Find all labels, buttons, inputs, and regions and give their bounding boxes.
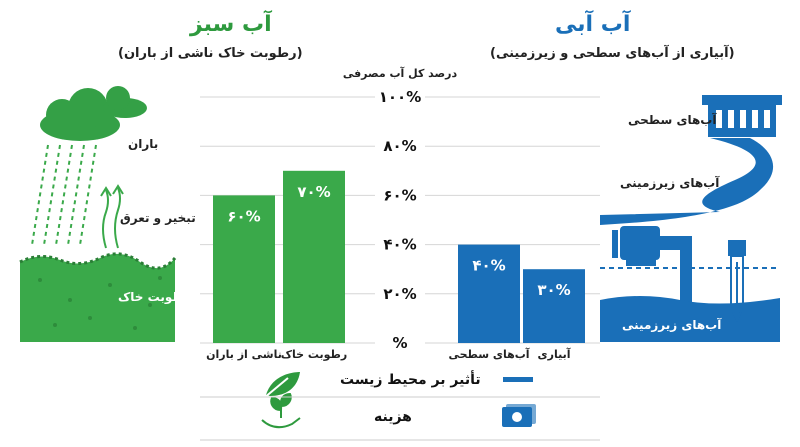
y-axis-title: درصد کل آب مصرفی	[343, 66, 458, 80]
green-water-illustration	[19, 86, 177, 342]
pump-icon	[612, 226, 692, 304]
legend-impact-label: تأثیر بر محیط زیست	[340, 372, 481, 388]
chart-area: درصد کل آب مصرفی ۱۰۰% ۸۰% ۶۰% ۴۰% ۲۰%% ۶۰% ناشی…	[200, 66, 600, 361]
legend-cost-label: هزینه	[374, 409, 412, 425]
green-water-subtitle: (رطوبت خاک ناشی از باران)	[118, 46, 303, 61]
bar-value-label: ۴۰%	[472, 257, 505, 275]
blue-water-title: آب آبی	[555, 12, 631, 37]
bar-value-label: ۳۰%	[537, 281, 570, 299]
bar-value-label: ۷۰%	[297, 183, 330, 201]
x-category-label: آبیاری	[538, 347, 571, 361]
y-tick-label: ۱۰۰%	[379, 88, 422, 106]
blue-water-subtitle: (آبیاری از آب‌های سطحی و زیرزمینی)	[490, 46, 735, 61]
dash-icon	[503, 377, 533, 382]
y-tick-label: ۴۰%	[383, 236, 416, 254]
surface-water-label: آب‌های سطحی	[628, 113, 717, 127]
bar	[523, 269, 585, 343]
rain-label: باران	[128, 137, 159, 151]
soil-moisture-label: رطوبت خاک	[118, 290, 191, 304]
plant-in-hand-icon	[261, 392, 301, 429]
bar	[213, 195, 275, 343]
bar	[458, 244, 520, 343]
y-tick-label: %	[392, 334, 407, 352]
groundwater-bottom-label: آب‌های زیرزمینی	[622, 318, 722, 332]
y-tick-label: ۶۰%	[383, 186, 416, 204]
well-icon	[728, 240, 746, 337]
green-water-title: آب سبز	[190, 12, 272, 37]
evaporation-label: تبخیر و تعرق	[120, 211, 196, 225]
y-tick-label: ۸۰%	[383, 137, 416, 155]
money-icon	[502, 404, 536, 427]
x-category-label: آب‌های سطحی	[448, 347, 529, 361]
rain-icon	[31, 144, 97, 246]
bar	[283, 170, 345, 343]
blue-water-illustration	[600, 95, 782, 342]
bar-value-label: ۶۰%	[227, 207, 260, 225]
groundwater-label: آب‌های زیرزمینی	[620, 176, 720, 190]
dam-icon	[702, 95, 782, 137]
evaporation-arrows-icon	[100, 184, 124, 249]
leaf-icon	[263, 372, 300, 399]
cloud-icon	[40, 86, 147, 141]
y-tick-label: ۲۰%	[383, 285, 416, 303]
x-category-label: رطوبت خاک	[281, 348, 348, 361]
x-category-label: ناشی از باران	[206, 348, 282, 361]
